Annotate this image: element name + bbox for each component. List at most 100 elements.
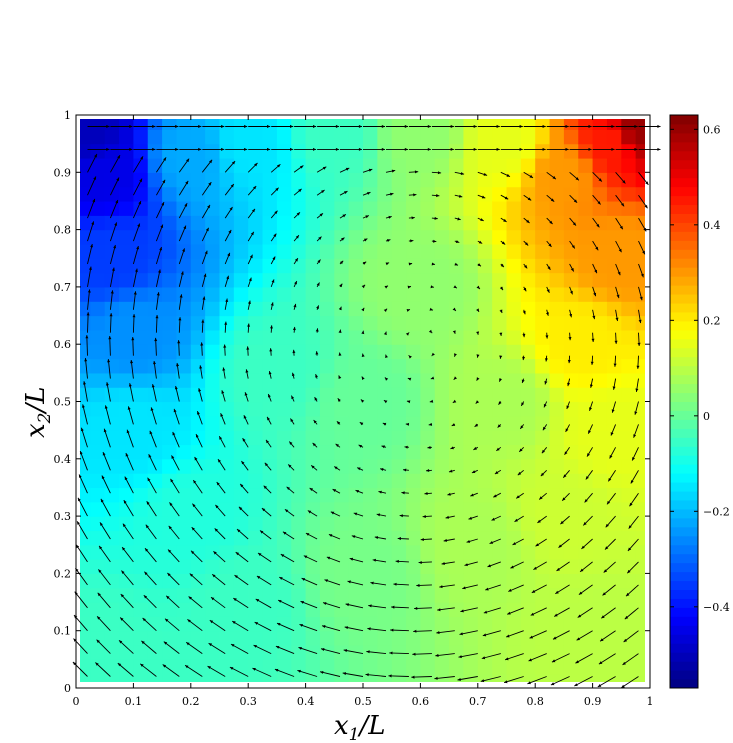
field-cell bbox=[276, 200, 292, 216]
velocity-vector-head bbox=[286, 486, 290, 490]
velocity-vector-head bbox=[182, 248, 185, 252]
field-cell bbox=[276, 119, 292, 130]
field-cell bbox=[248, 573, 264, 589]
velocity-vector-head bbox=[528, 658, 532, 662]
field-cell bbox=[578, 487, 594, 503]
field-cell bbox=[291, 602, 307, 617]
field-cell bbox=[233, 200, 249, 216]
field-cell bbox=[104, 473, 120, 489]
field-cell bbox=[549, 215, 565, 231]
field-cell bbox=[621, 286, 637, 302]
field-cell bbox=[190, 430, 206, 446]
field-cell bbox=[377, 129, 393, 145]
field-cell bbox=[578, 258, 594, 274]
field-cell bbox=[334, 301, 350, 317]
field-cell bbox=[348, 673, 364, 682]
field-cell bbox=[449, 243, 465, 259]
field-cell bbox=[133, 401, 149, 417]
velocity-vector bbox=[229, 666, 249, 677]
field-cell bbox=[363, 344, 378, 360]
velocity-vector bbox=[99, 522, 111, 540]
velocity-vector-head bbox=[127, 406, 131, 410]
field-cell bbox=[80, 129, 91, 145]
field-cell bbox=[420, 243, 436, 259]
colorbar-swatch bbox=[670, 347, 698, 358]
velocity-vector-head bbox=[634, 147, 638, 151]
velocity-vector-head bbox=[481, 195, 486, 199]
field-cell bbox=[104, 616, 120, 632]
field-cell bbox=[305, 186, 321, 202]
velocity-vector-head bbox=[453, 376, 457, 380]
field-cell bbox=[463, 516, 479, 532]
field-cell bbox=[406, 573, 421, 589]
field-cell bbox=[176, 286, 192, 302]
field-cell bbox=[205, 630, 221, 646]
field-cell bbox=[104, 329, 120, 345]
field-cell bbox=[348, 200, 364, 216]
field-cell bbox=[635, 186, 645, 202]
field-cell bbox=[549, 315, 565, 331]
field-cell bbox=[449, 119, 465, 130]
velocity-vector-head bbox=[128, 383, 132, 387]
field-cell bbox=[535, 215, 551, 231]
field-cell bbox=[291, 387, 307, 403]
field-cell bbox=[621, 516, 637, 532]
field-cell bbox=[348, 229, 364, 245]
field-cell bbox=[463, 372, 479, 388]
field-cell bbox=[190, 301, 206, 317]
field-cell bbox=[506, 286, 522, 302]
field-cell bbox=[520, 587, 536, 603]
velocity-vector-head bbox=[207, 204, 210, 209]
field-cell bbox=[233, 616, 249, 632]
field-cell bbox=[248, 587, 264, 603]
velocity-vector-head bbox=[228, 229, 232, 234]
field-cell bbox=[319, 487, 335, 503]
field-cell bbox=[621, 444, 637, 460]
field-cell bbox=[119, 272, 134, 288]
velocity-vector-head bbox=[552, 176, 556, 180]
field-cell bbox=[406, 143, 421, 159]
field-cell bbox=[563, 258, 579, 274]
field-cell bbox=[621, 243, 637, 259]
field-cell bbox=[348, 272, 364, 288]
field-cell bbox=[291, 129, 307, 145]
velocity-vector-head bbox=[611, 409, 615, 413]
field-cell bbox=[377, 673, 393, 682]
field-cell bbox=[434, 430, 450, 446]
y-axis: 00.10.20.30.40.50.60.70.80.91 bbox=[54, 109, 650, 695]
velocity-vector-head bbox=[168, 549, 172, 553]
velocity-vector-head bbox=[229, 207, 233, 211]
velocity-vector-head bbox=[391, 169, 396, 173]
field-cell bbox=[334, 559, 350, 574]
field-cell bbox=[90, 630, 106, 646]
velocity-vector-head bbox=[120, 617, 124, 621]
field-cell bbox=[506, 129, 522, 145]
field-cell bbox=[248, 286, 264, 302]
velocity-vector bbox=[503, 676, 524, 684]
field-cell bbox=[592, 645, 608, 660]
velocity-vector-head bbox=[533, 566, 537, 570]
field-cell bbox=[506, 487, 522, 503]
field-cell bbox=[334, 473, 350, 489]
field-cell bbox=[162, 616, 178, 632]
field-cell bbox=[621, 415, 637, 431]
field-cell bbox=[334, 573, 350, 589]
field-cell bbox=[549, 544, 565, 560]
field-cell bbox=[635, 157, 645, 173]
field-cell bbox=[291, 530, 307, 546]
field-cell bbox=[305, 516, 321, 532]
field-cell bbox=[621, 530, 637, 546]
velocity-vector-head bbox=[584, 499, 588, 503]
velocity-vector-head bbox=[106, 124, 110, 128]
field-cell bbox=[176, 329, 192, 345]
velocity-vector-head bbox=[165, 618, 169, 622]
field-cell bbox=[535, 659, 551, 675]
velocity-vector-head bbox=[368, 604, 372, 608]
velocity-vector-head bbox=[266, 439, 269, 444]
field-cell bbox=[420, 272, 436, 288]
field-cell bbox=[190, 616, 206, 632]
field-cell bbox=[463, 473, 479, 489]
field-cell bbox=[363, 487, 378, 503]
field-cell bbox=[549, 487, 565, 503]
field-cell bbox=[80, 616, 91, 632]
